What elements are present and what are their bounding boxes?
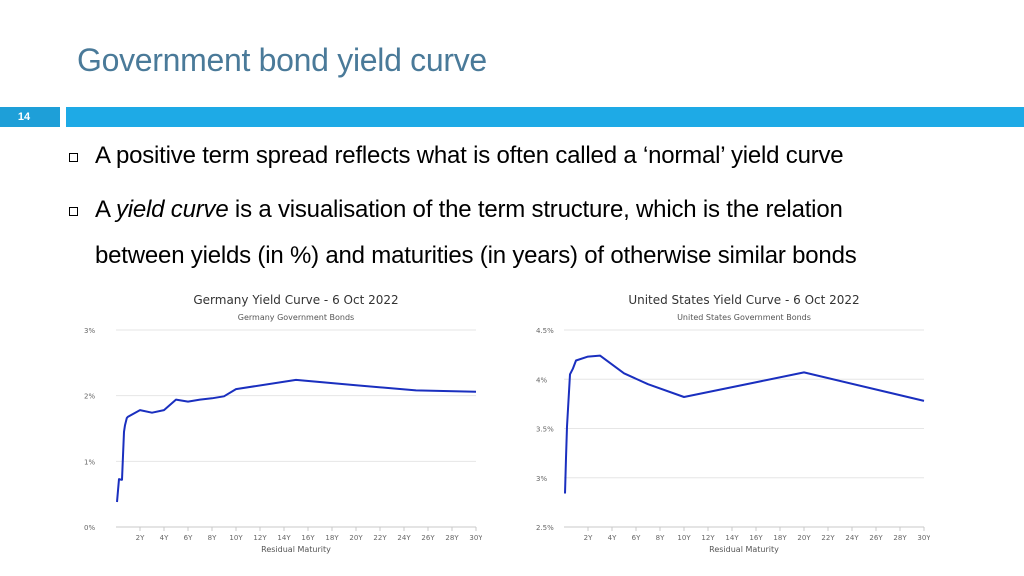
- germany-series-line: [116, 378, 477, 503]
- us-ytick-label: 2.5%: [536, 524, 554, 532]
- us-xtick-label: 8Y: [656, 534, 665, 542]
- germany-xtick-label: 16Y: [301, 534, 315, 542]
- germany-xtick-label: 8Y: [208, 534, 217, 542]
- us-xtick-label: 10Y: [677, 534, 691, 542]
- us-chart-subtitle: United States Government Bonds: [677, 313, 811, 322]
- us-series-line: [564, 354, 925, 494]
- us-ytick-label: 4%: [536, 376, 547, 384]
- us-xtick-label: 12Y: [701, 534, 715, 542]
- us-ytick-label: 4.5%: [536, 327, 554, 335]
- germany-xtick-label: 14Y: [277, 534, 291, 542]
- germany-xtick-label: 12Y: [253, 534, 267, 542]
- us-xtick-label: 28Y: [893, 534, 907, 542]
- us-xtick-label: 6Y: [632, 534, 641, 542]
- germany-ytick-label: 3%: [84, 327, 95, 335]
- us-xtick-label: 16Y: [749, 534, 763, 542]
- slide-number-box: 14: [0, 107, 60, 127]
- bullet-2-italic: yield curve: [115, 196, 229, 223]
- germany-xtick-label: 24Y: [397, 534, 411, 542]
- slide-number: 14: [17, 111, 31, 123]
- bullet-2-text-line2: between yields (in %) and maturities (in…: [95, 242, 857, 269]
- bullet-2-prefix: A: [95, 196, 116, 223]
- us-xtick-label: 4Y: [608, 534, 617, 542]
- bullet-2-text: A yield curve is a visualisation of the …: [95, 196, 843, 224]
- bullet-2-marker: [69, 207, 78, 216]
- germany-xtick-label: 18Y: [325, 534, 339, 542]
- germany-yield-chart: Germany Yield Curve - 6 Oct 2022 Germany …: [84, 293, 482, 554]
- germany-x-axis-label: Residual Maturity: [261, 545, 331, 554]
- us-x-axis-label: Residual Maturity: [709, 545, 779, 554]
- germany-ytick-label: 2%: [84, 393, 95, 401]
- germany-xtick-label: 6Y: [184, 534, 193, 542]
- germany-chart-subtitle: Germany Government Bonds: [238, 313, 354, 322]
- germany-xtick-label: 4Y: [160, 534, 169, 542]
- germany-ytick-label: 1%: [84, 458, 95, 466]
- us-xtick-label: 2Y: [584, 534, 593, 542]
- us-ytick-label: 3%: [536, 475, 547, 483]
- germany-xtick-label: 10Y: [229, 534, 243, 542]
- bullet-2-rest: is a visualisation of the term structure…: [228, 196, 843, 223]
- us-xtick-label: 22Y: [821, 534, 835, 542]
- us-chart-title: United States Yield Curve - 6 Oct 2022: [628, 293, 859, 307]
- us-yield-chart: United States Yield Curve - 6 Oct 2022 Un…: [536, 293, 930, 554]
- us-xtick-label: 14Y: [725, 534, 739, 542]
- germany-xtick-label: 22Y: [373, 534, 387, 542]
- germany-xtick-label: 28Y: [445, 534, 459, 542]
- germany-xtick-label: 30Y: [469, 534, 482, 542]
- header-bar: [66, 107, 1024, 127]
- germany-ytick-label: 0%: [84, 524, 95, 532]
- slide-title: Government bond yield curve: [77, 42, 487, 78]
- us-xtick-label: 30Y: [917, 534, 930, 542]
- germany-chart-title: Germany Yield Curve - 6 Oct 2022: [193, 293, 398, 307]
- us-xtick-label: 24Y: [845, 534, 859, 542]
- bullet-1-text: A positive term spread reflects what is …: [95, 142, 844, 169]
- us-xtick-label: 20Y: [797, 534, 811, 542]
- us-ytick-label: 3.5%: [536, 426, 554, 434]
- germany-xtick-label: 26Y: [421, 534, 435, 542]
- germany-xtick-label: 20Y: [349, 534, 363, 542]
- bullet-1-marker: [69, 153, 78, 162]
- us-xtick-label: 18Y: [773, 534, 787, 542]
- germany-xtick-label: 2Y: [136, 534, 145, 542]
- us-xtick-label: 26Y: [869, 534, 883, 542]
